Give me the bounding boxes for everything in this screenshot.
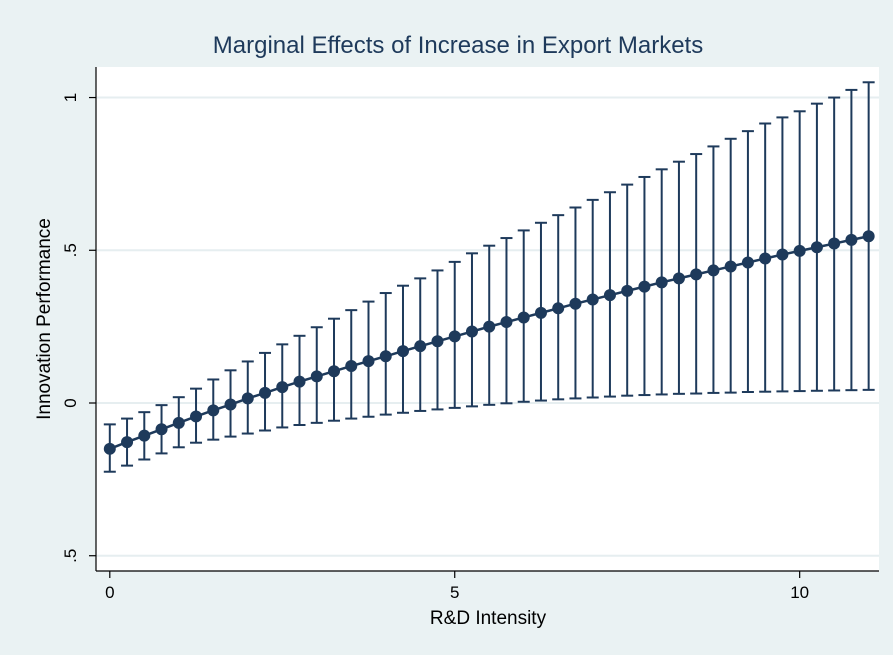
data-point — [845, 233, 858, 246]
data-point — [638, 280, 651, 293]
x-axis-ticks: 0 5 10 — [105, 571, 809, 602]
chart-title: Marginal Effects of Increase in Export M… — [213, 32, 703, 59]
data-point — [759, 252, 772, 265]
data-point — [379, 350, 392, 363]
y-tick-label: .5 — [61, 549, 80, 563]
data-point — [672, 272, 685, 285]
data-point — [293, 375, 306, 388]
data-point — [207, 404, 220, 417]
data-point — [603, 289, 616, 302]
y-tick-label: .5 — [61, 243, 80, 257]
x-tick-label: 10 — [790, 583, 809, 602]
data-point — [655, 276, 668, 289]
data-point — [810, 241, 823, 254]
data-point — [483, 320, 496, 333]
y-tick-label: 1 — [61, 93, 80, 102]
data-point — [862, 230, 875, 243]
data-point — [741, 256, 754, 269]
data-point — [172, 416, 185, 429]
data-point — [776, 248, 789, 261]
data-point — [828, 237, 841, 250]
data-point — [707, 264, 720, 277]
data-point — [396, 345, 409, 358]
data-marks — [103, 81, 875, 473]
data-point — [431, 335, 444, 348]
data-point — [517, 311, 530, 324]
data-point — [310, 370, 323, 383]
x-tick-label: 0 — [105, 583, 114, 602]
data-point — [448, 330, 461, 343]
data-point — [328, 365, 341, 378]
data-point — [569, 297, 582, 310]
data-point — [724, 260, 737, 273]
data-point — [793, 244, 806, 257]
data-point — [121, 436, 134, 449]
data-point — [362, 355, 375, 368]
data-point — [621, 284, 634, 297]
data-point — [276, 381, 289, 394]
data-point — [414, 340, 427, 353]
data-point — [534, 306, 547, 319]
y-axis-title: Innovation Performance — [34, 218, 55, 420]
y-tick-label: 0 — [61, 398, 80, 407]
plot-area — [96, 67, 879, 571]
data-point — [465, 325, 478, 338]
data-point — [155, 423, 168, 436]
data-point — [259, 386, 272, 399]
data-point — [500, 316, 513, 329]
data-point — [224, 398, 237, 411]
x-axis-title: R&D Intensity — [430, 608, 547, 629]
data-point — [345, 360, 358, 373]
x-tick-label: 5 — [450, 583, 459, 602]
data-point — [190, 410, 203, 423]
y-axis-ticks: .5 0 .5 1 — [61, 93, 96, 563]
data-point — [690, 268, 703, 281]
data-point — [552, 302, 565, 315]
data-point — [241, 392, 254, 405]
data-point — [586, 293, 599, 306]
data-point — [138, 429, 151, 442]
data-point — [103, 442, 116, 455]
